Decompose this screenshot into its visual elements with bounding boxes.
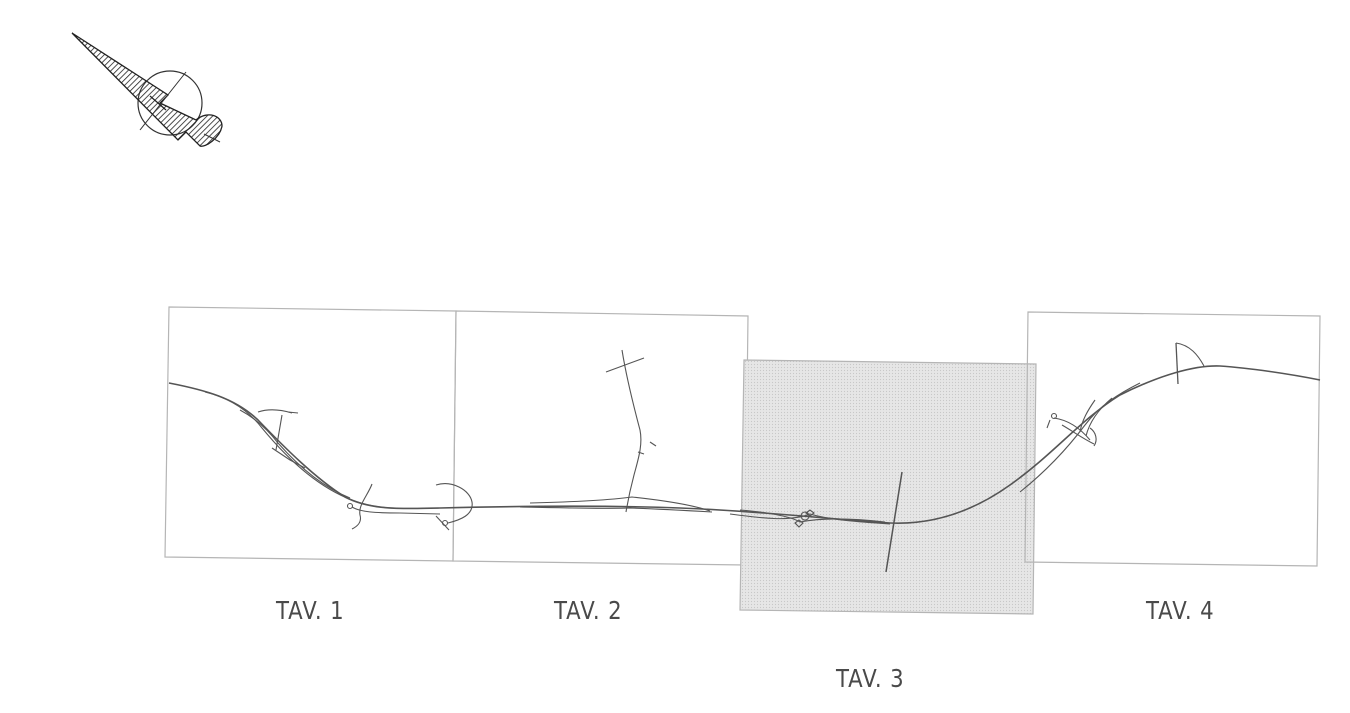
sheet-frame-tav3[interactable] xyxy=(739,359,1037,615)
sheet-frame-tav1[interactable] xyxy=(164,306,457,562)
sheet-frame-tav2[interactable] xyxy=(452,310,749,566)
road-alignment xyxy=(168,342,1321,573)
sheet-label-tav4[interactable]: TAV. 4 xyxy=(1146,596,1215,625)
sheet-label-tav2[interactable]: TAV. 2 xyxy=(554,596,623,625)
sheet-frame-tav4[interactable] xyxy=(1024,311,1321,567)
sheet-label-tav1[interactable]: TAV. 1 xyxy=(276,596,345,625)
sheet-label-tav3[interactable]: TAV. 3 xyxy=(836,664,905,693)
north-arrow-icon xyxy=(71,32,223,147)
